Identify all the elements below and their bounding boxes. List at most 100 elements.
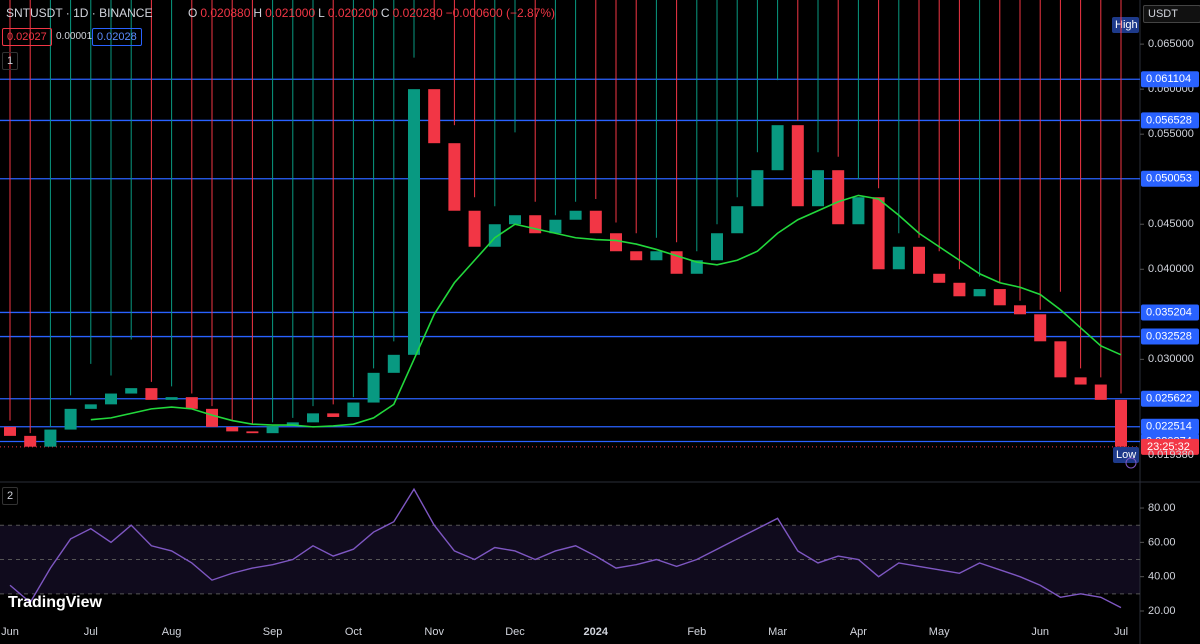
x-tick-label: May (929, 626, 950, 638)
candle-body (933, 273, 946, 283)
candle-body (731, 206, 744, 234)
y-tick-label: 0.030000 (1148, 353, 1194, 365)
level-tag (1141, 304, 1199, 321)
candle-body (367, 372, 380, 403)
candle-body (468, 210, 481, 247)
candle-body (973, 289, 986, 297)
candle-body (953, 282, 966, 297)
legend-text: 0.020200 (327, 6, 378, 20)
currency-select[interactable]: USDT (1143, 5, 1200, 23)
legend-text: H (253, 6, 263, 20)
candle-body (165, 397, 178, 400)
y-tick-label: 0.065000 (1148, 38, 1194, 50)
x-tick-label: 2024 (584, 626, 609, 638)
y-tick-label: 0.045000 (1148, 218, 1194, 230)
level-label: 0.050053 (1146, 173, 1192, 185)
level-label: 0.025622 (1146, 393, 1192, 405)
candle-body (286, 422, 299, 426)
candle-body (387, 354, 400, 373)
ohlc-legend: O 0.020880 H 0.021000 L 0.020200 C 0.020280 −0.0… (188, 6, 558, 20)
x-tick-label: Nov (424, 626, 444, 638)
candle-body (1054, 341, 1067, 378)
candle-body (246, 431, 259, 434)
candle-body (549, 219, 562, 234)
candle-body (226, 426, 239, 432)
level-label: 0.032528 (1146, 330, 1192, 342)
rsi-tick-label: 20.00 (1148, 605, 1176, 617)
level-label: 0.061104 (1146, 73, 1191, 85)
x-tick-label: Aug (162, 626, 182, 638)
candle-body (913, 246, 925, 274)
x-tick-label: Jun (1031, 626, 1049, 638)
symbol[interactable]: SNTUSDT · 1D · BINANCE (6, 6, 153, 20)
candle-body (1074, 377, 1087, 385)
candle-body (610, 233, 622, 252)
rsi-tick-label: 60.00 (1148, 536, 1176, 548)
candle-body (327, 413, 340, 417)
level-tag (1141, 418, 1199, 435)
candle-body (1094, 384, 1107, 400)
buy-price[interactable]: 0.02028 (92, 28, 142, 46)
rsi-tick-label: 40.00 (1148, 571, 1176, 583)
x-tick-label: Mar (768, 626, 787, 638)
candle-body (408, 89, 420, 355)
high-tag-bg (1112, 17, 1139, 33)
candle-body (751, 170, 764, 207)
level-tag (1141, 328, 1199, 345)
y-tick-label: 0.055000 (1148, 128, 1194, 140)
candle-body (105, 393, 117, 405)
legend-text: C (380, 6, 390, 20)
candle-body (64, 408, 77, 430)
candle-body (872, 197, 885, 270)
pane-label[interactable]: 2 (2, 487, 19, 505)
legend-text: 0.021000 (265, 6, 316, 20)
low-tag: Low (1116, 449, 1136, 461)
countdown-tag (1141, 438, 1199, 455)
candle-body (589, 210, 602, 234)
x-tick-label: Dec (505, 626, 525, 638)
low-label: 0.019380 (1148, 449, 1194, 461)
countdown: 23:25:32 (1147, 441, 1190, 453)
high-tag: High (1115, 19, 1138, 31)
candle-body (711, 233, 723, 261)
candle-body (630, 251, 643, 261)
level-tag (1141, 71, 1199, 88)
candle-body (509, 215, 521, 225)
legend-text: 0.020280 (392, 6, 443, 20)
candle-body (529, 215, 542, 234)
candle-body (569, 210, 582, 220)
x-tick-label: Feb (687, 626, 706, 638)
x-tick-label: Jul (84, 626, 98, 638)
level-label: 0.056528 (1146, 114, 1192, 126)
low-marker (1125, 457, 1137, 469)
legend-text: −0.000600 (−2.87%) (445, 6, 556, 20)
legend-text: O (188, 6, 198, 20)
pane-label[interactable]: 1 (2, 52, 19, 70)
candle-body (206, 408, 218, 427)
x-tick-label: Jun (1, 626, 19, 638)
candle-body (892, 246, 905, 270)
level-tag (1141, 390, 1199, 407)
legend-text: L (318, 6, 325, 20)
candle-body (266, 425, 279, 434)
rsi-tick-label: 80.00 (1148, 502, 1176, 514)
sell-price[interactable]: 0.02027 (2, 28, 52, 46)
candle-body (448, 143, 461, 211)
candle-body (347, 402, 360, 417)
candle-body (690, 260, 703, 274)
x-tick-label: Sep (263, 626, 283, 638)
candle-body (84, 404, 97, 409)
y-tick-label: 0.040000 (1148, 263, 1194, 275)
candle-body (185, 397, 198, 409)
candle-body (1014, 305, 1026, 315)
x-tick-label: Oct (345, 626, 362, 638)
candle-body (812, 170, 824, 207)
logo: TradingView (8, 594, 102, 611)
candle-body (145, 388, 158, 400)
candle-body (832, 170, 845, 225)
candle-body (771, 125, 784, 171)
candle-body (852, 197, 865, 225)
rsi-line (9, 487, 1122, 609)
x-tick-label: Jul (1114, 626, 1128, 638)
